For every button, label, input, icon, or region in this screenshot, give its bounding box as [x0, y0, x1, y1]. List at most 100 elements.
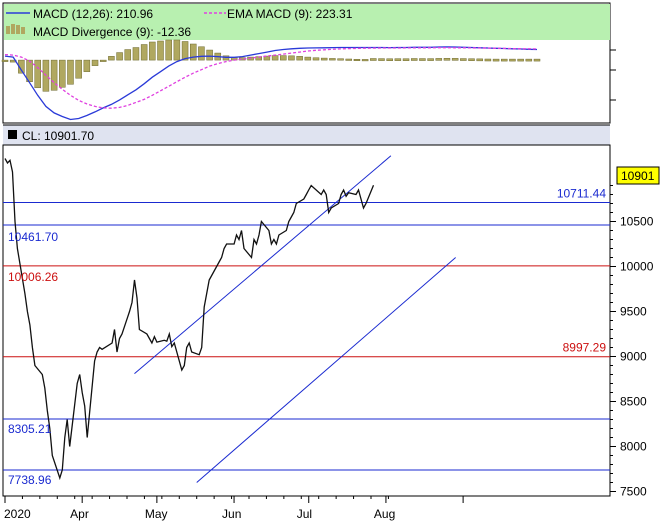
cl-label: CL: 10901.70 [22, 129, 94, 143]
macd-line [4, 46, 538, 121]
histogram-bar-50 [410, 58, 418, 61]
y-tick-label-0: 10500 [620, 215, 654, 229]
price-panel-frame [2, 144, 611, 497]
histogram-bar-6 [50, 59, 58, 91]
histogram-bar-14 [116, 52, 123, 61]
left-level-label-1: 10006.26 [8, 270, 58, 284]
left-level-label-3: 7738.96 [8, 473, 52, 487]
histogram-bar-18 [149, 41, 156, 61]
histogram-bar-41 [337, 58, 344, 61]
last-price-value: 10901 [621, 169, 655, 183]
macd-legend-box [4, 4, 610, 40]
histogram-bar-22 [181, 41, 189, 61]
histogram-bar-63 [517, 58, 524, 62]
histogram-bar-23 [189, 43, 197, 61]
histogram-bar-20 [165, 39, 172, 61]
level-labels: 10711.44 8997.29 10461.70 10006.26 8305.21 77… [8, 186, 606, 487]
last-price-tag: 10901 [616, 166, 660, 185]
time-x-axis: 2020 Apr May Jun Jul Aug [3, 495, 610, 521]
divergence-swatch-bar-4 [21, 27, 25, 34]
macd-plot-area [1, 39, 616, 121]
histogram-bar-62 [509, 58, 516, 62]
histogram-bar-11 [91, 59, 99, 66]
y-tick-label-4: 8500 [620, 395, 647, 409]
histogram-bar-61 [501, 58, 508, 62]
x-tick-label-5: Aug [374, 507, 395, 521]
histogram-bar-38 [312, 57, 320, 61]
divergence-legend-swatch [6, 24, 25, 34]
x-tick-label-4: Jul [297, 507, 312, 521]
divergence-swatch-bar-1 [6, 26, 10, 34]
histogram-bar-16 [132, 47, 140, 61]
histogram-bar-36 [296, 56, 303, 61]
histogram-bar-2 [18, 59, 25, 74]
histogram-bar-55 [451, 58, 459, 61]
histogram-bar-45 [370, 58, 377, 61]
cl-marker-icon [8, 130, 17, 139]
histogram-bar-19 [157, 40, 164, 61]
histogram-bar-34 [280, 55, 287, 61]
histogram-bar-12 [99, 59, 107, 62]
histogram-bar-0 [1, 59, 9, 62]
y-tick-label-1: 10000 [620, 260, 654, 274]
ema-line [4, 47, 538, 109]
horizontal-levels [3, 201, 610, 471]
histogram-bar-25 [206, 49, 213, 61]
histogram-bar-49 [402, 58, 410, 61]
histogram-bar-15 [124, 49, 132, 61]
macd-panel: MACD (12,26): 210.96 EMA MACD (9): 223.3… [1, 2, 616, 124]
histogram-bar-48 [394, 58, 402, 61]
histogram-bar-37 [304, 56, 312, 61]
histogram-bar-24 [198, 46, 205, 61]
histogram-bar-32 [263, 55, 271, 61]
histogram-bar-53 [435, 58, 443, 61]
right-level-label-0: 10711.44 [557, 186, 606, 200]
histogram-bar-42 [345, 58, 353, 61]
cl-header-bar [3, 125, 610, 145]
histogram-bar-17 [140, 44, 148, 61]
histogram-bar-47 [386, 58, 393, 61]
histogram-bar-27 [222, 55, 230, 61]
x-tick-label-2: May [145, 507, 168, 521]
histogram-bar-54 [443, 58, 451, 61]
divergence-legend-label: MACD Divergence (9): -12.36 [33, 25, 191, 39]
price-panel: CL: 10901.70 10711.44 8997.29 10461.70 1000… [2, 124, 660, 521]
y-tick-label-6: 7500 [620, 485, 647, 499]
lower-channel [196, 257, 456, 483]
trend-channel [134, 155, 456, 483]
histogram-bar-21 [173, 39, 181, 61]
price-y-axis: 10500 10000 9500 9000 8500 8000 7500 [610, 185, 654, 499]
upper-channel [134, 155, 392, 374]
x-tick-label-1: Apr [70, 507, 89, 521]
histogram-bar-58 [476, 58, 483, 62]
histogram-bar-43 [353, 58, 361, 61]
histogram-bar-65 [533, 58, 541, 62]
left-level-label-2: 8305.21 [8, 422, 52, 436]
y-tick-label-2: 9500 [620, 305, 647, 319]
price-line [4, 158, 375, 481]
histogram-bar-44 [361, 59, 369, 62]
ema-legend-label: EMA MACD (9): 223.31 [227, 7, 353, 21]
histogram-bar-9 [75, 59, 82, 79]
histogram-bar-51 [419, 58, 426, 61]
histogram-bar-13 [108, 56, 115, 61]
histogram-bar-33 [271, 55, 279, 61]
x-tick-label-3: Jun [222, 507, 241, 521]
histogram-bar-39 [320, 57, 328, 61]
histogram-bar-4 [34, 59, 41, 89]
histogram-bar-59 [484, 58, 492, 62]
divergence-swatch-bar-3 [16, 25, 20, 34]
price-plot-area [4, 158, 375, 481]
histogram-bar-57 [468, 58, 475, 61]
divergence-swatch-bar-2 [11, 24, 15, 34]
macd-legend-label: MACD (12,26): 210.96 [33, 7, 153, 21]
histogram-bar-8 [67, 59, 74, 85]
histogram-bar-46 [378, 58, 385, 61]
histogram-bar-60 [492, 58, 500, 62]
last-price-badge [616, 166, 660, 185]
histogram-bar-64 [525, 58, 533, 62]
right-level-label-1: 8997.29 [563, 341, 607, 355]
histogram-bar-40 [329, 58, 336, 61]
